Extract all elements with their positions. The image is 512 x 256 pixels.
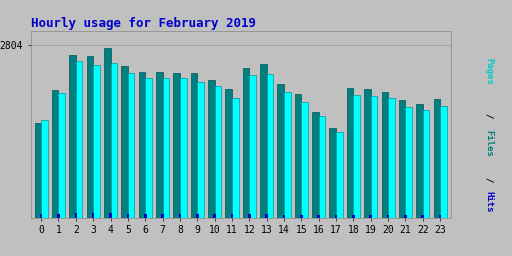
Bar bbox=[439, 215, 441, 218]
Bar bbox=[329, 127, 336, 218]
Bar bbox=[243, 68, 249, 218]
Bar bbox=[57, 214, 60, 218]
Bar bbox=[197, 82, 204, 218]
Bar bbox=[208, 80, 215, 218]
Bar bbox=[381, 92, 388, 218]
Bar bbox=[92, 213, 95, 218]
Text: /: / bbox=[484, 177, 494, 182]
Bar bbox=[353, 95, 360, 218]
Bar bbox=[93, 65, 100, 218]
Bar bbox=[34, 123, 41, 218]
Bar bbox=[145, 78, 152, 218]
Bar bbox=[336, 132, 343, 218]
Bar bbox=[434, 99, 440, 218]
Bar bbox=[230, 214, 233, 218]
Bar bbox=[302, 102, 308, 218]
Bar bbox=[41, 120, 48, 218]
Bar bbox=[180, 78, 186, 218]
Bar bbox=[87, 56, 93, 218]
Text: Hourly usage for February 2019: Hourly usage for February 2019 bbox=[31, 17, 255, 29]
Bar bbox=[139, 72, 145, 218]
Bar bbox=[318, 116, 325, 218]
Bar bbox=[295, 93, 302, 218]
Bar bbox=[371, 96, 377, 218]
Bar bbox=[225, 89, 232, 218]
Bar bbox=[423, 110, 430, 218]
Bar bbox=[104, 48, 111, 218]
Bar bbox=[69, 55, 76, 218]
Bar bbox=[179, 214, 181, 218]
Bar bbox=[312, 112, 318, 218]
Bar bbox=[399, 100, 406, 218]
Bar bbox=[248, 214, 251, 218]
Bar bbox=[232, 99, 239, 218]
Bar bbox=[163, 78, 169, 218]
Bar bbox=[347, 88, 353, 218]
Bar bbox=[214, 214, 216, 218]
Bar bbox=[76, 61, 82, 218]
Bar bbox=[284, 92, 291, 218]
Bar bbox=[52, 90, 58, 218]
Bar bbox=[156, 72, 163, 218]
Bar bbox=[58, 93, 65, 218]
Bar bbox=[421, 215, 424, 218]
Bar bbox=[75, 213, 77, 218]
Bar bbox=[111, 63, 117, 218]
Bar bbox=[126, 214, 129, 218]
Bar bbox=[406, 107, 412, 218]
Bar bbox=[416, 104, 423, 218]
Bar bbox=[300, 215, 303, 218]
Bar bbox=[161, 214, 164, 218]
Bar bbox=[144, 214, 146, 218]
Bar bbox=[440, 106, 447, 218]
Text: Pages: Pages bbox=[484, 58, 494, 85]
Bar bbox=[121, 66, 128, 218]
Bar bbox=[109, 213, 112, 218]
Bar bbox=[283, 215, 285, 218]
Bar bbox=[265, 214, 268, 218]
Text: /: / bbox=[484, 113, 494, 118]
Bar bbox=[215, 86, 221, 218]
Bar bbox=[352, 215, 355, 218]
Bar bbox=[335, 215, 337, 218]
Text: Files: Files bbox=[484, 130, 494, 157]
Bar bbox=[267, 74, 273, 218]
Bar bbox=[387, 215, 390, 218]
Bar bbox=[370, 215, 372, 218]
Bar bbox=[317, 215, 320, 218]
Bar bbox=[174, 73, 180, 218]
Bar bbox=[249, 75, 256, 218]
Bar bbox=[40, 214, 42, 218]
Bar bbox=[190, 73, 197, 218]
Bar bbox=[260, 64, 267, 218]
Bar bbox=[196, 214, 199, 218]
Bar bbox=[128, 73, 135, 218]
Text: Hits: Hits bbox=[484, 191, 494, 213]
Bar bbox=[404, 215, 407, 218]
Bar bbox=[278, 84, 284, 218]
Bar bbox=[388, 98, 395, 218]
Bar bbox=[364, 89, 371, 218]
